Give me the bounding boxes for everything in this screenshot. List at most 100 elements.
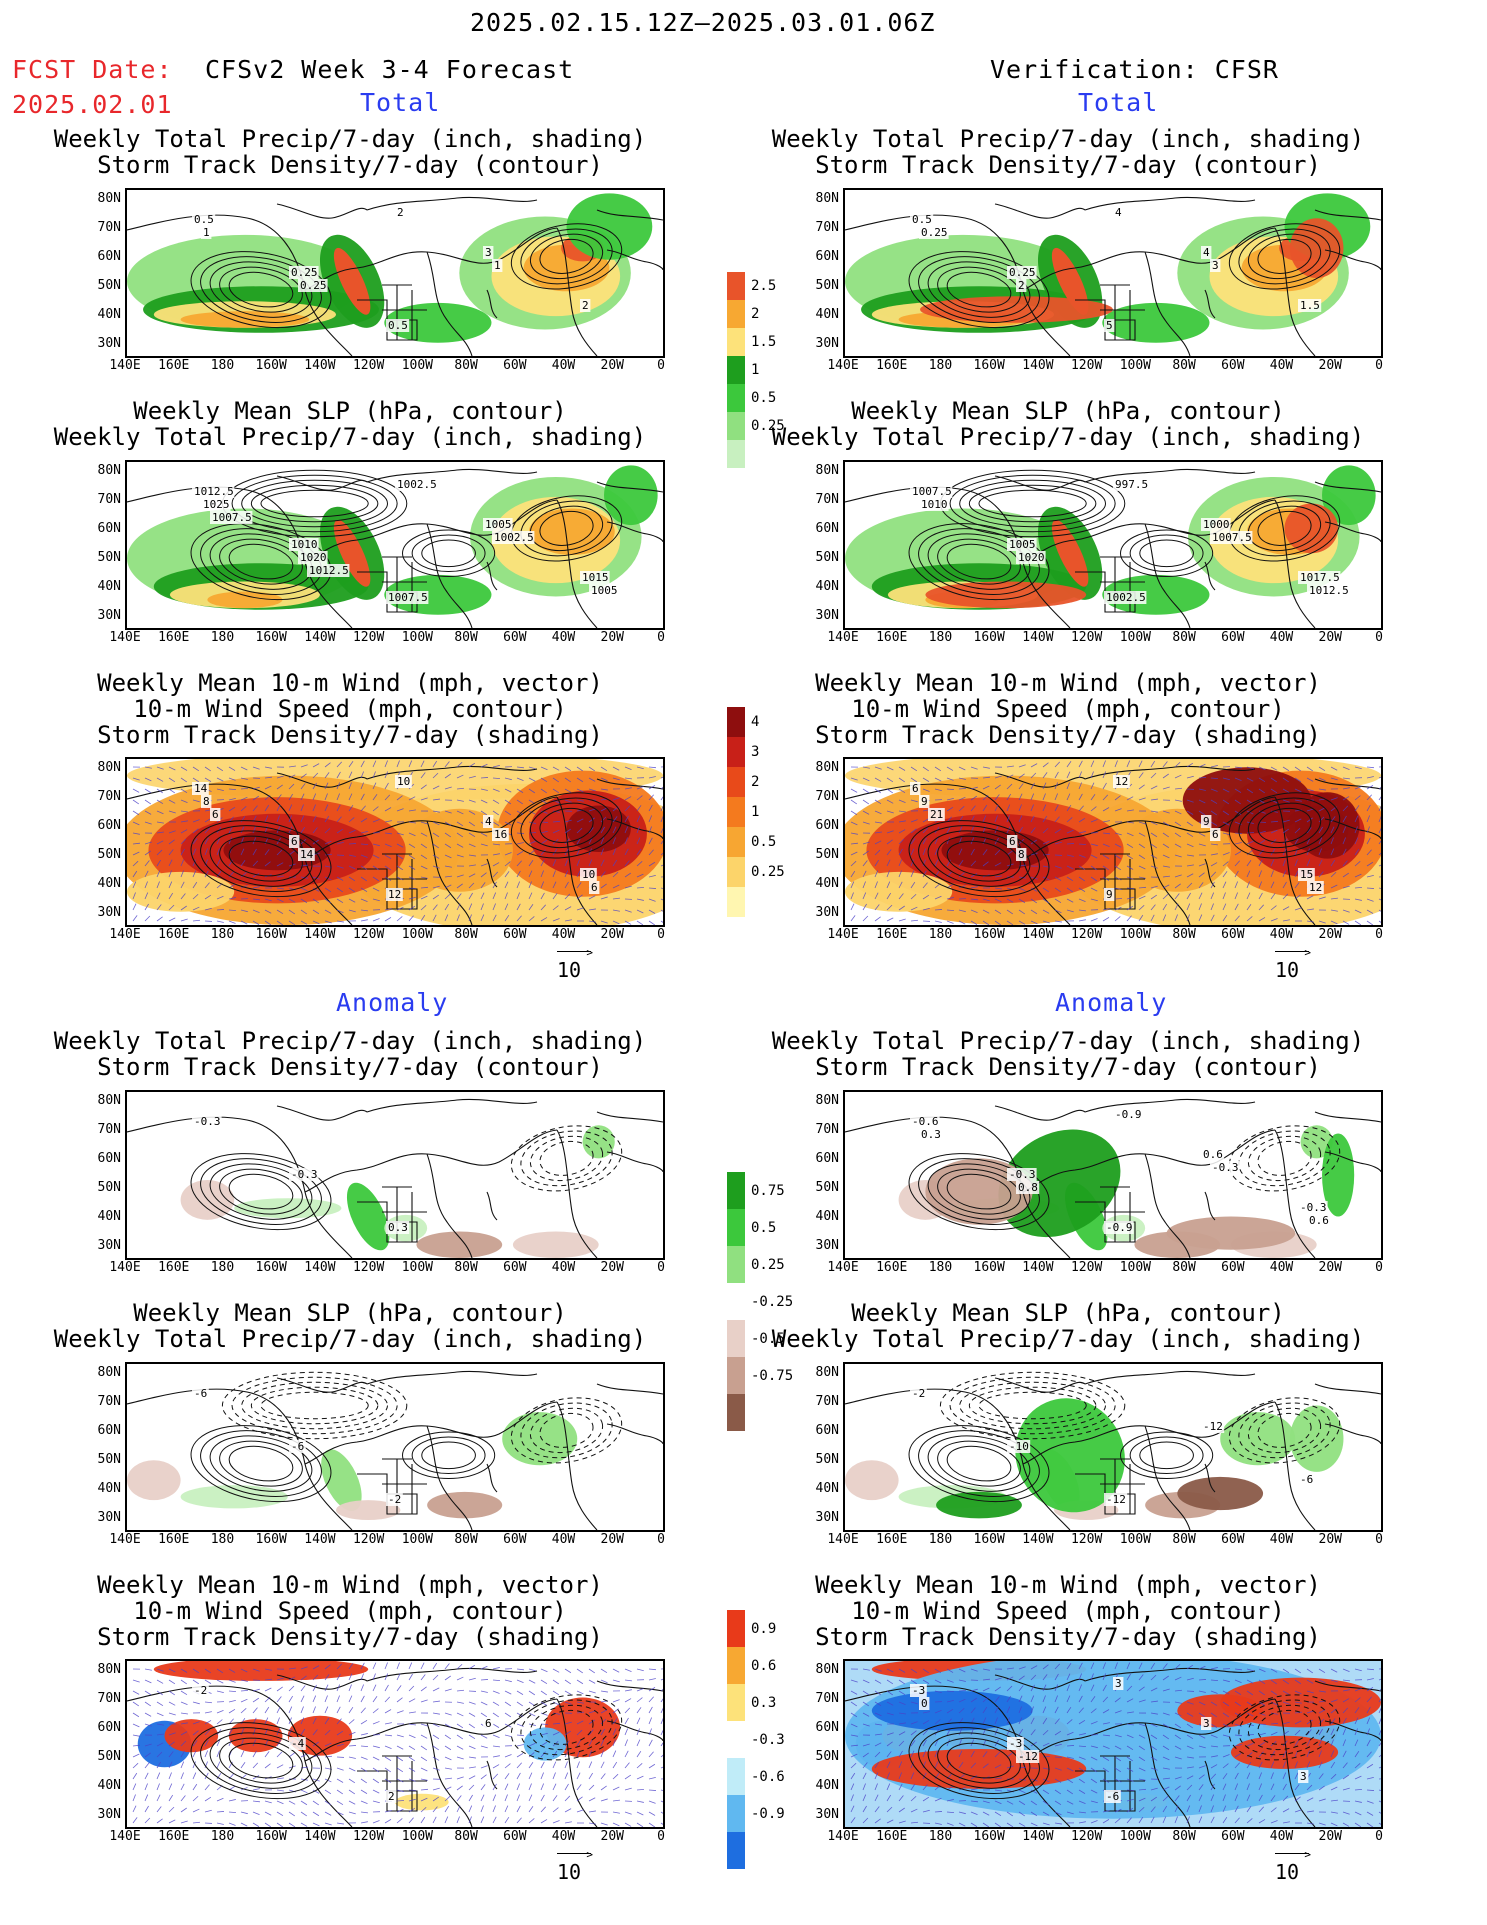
colorbar-segment (727, 767, 745, 797)
panel-title-3-right-line-3: Storm Track Density/7-day (shading) (815, 721, 1321, 749)
lat-label-70n: 70N (815, 492, 839, 507)
map-panel-1-left: 0.5 0.25 0.5 3 2 1 0.25 2 1 (125, 188, 665, 358)
lon-label-140w: 140W (304, 1829, 336, 1844)
lat-label-30n: 30N (97, 1510, 121, 1525)
lon-label-120w: 120W (352, 927, 385, 942)
lat-label-60n: 60N (815, 818, 839, 833)
lon-label-20w: 20W (600, 1260, 624, 1275)
lat-label-40n: 40N (97, 1481, 121, 1496)
contour-set (510, 1125, 623, 1192)
panel-title-5-left-line-1: Weekly Mean SLP (hPa, contour) (133, 1299, 567, 1327)
colorbar-storm-anom-label: 0.9 (751, 1620, 777, 1637)
contour-set (1120, 529, 1214, 578)
lon-label-180: 180 (928, 1829, 953, 1844)
colorbar-storm-anom (727, 1610, 745, 1869)
lon-label-20w: 20W (600, 630, 624, 645)
lat-label-40n: 40N (97, 579, 121, 594)
lon-label-40w: 40W (1269, 630, 1294, 645)
lat-label-50n: 50N (97, 1180, 121, 1195)
lat-label-40n: 40N (97, 1209, 121, 1224)
panel-title-1-right-line-1: Weekly Total Precip/7-day (inch, shading… (771, 125, 1365, 153)
contour-label: 9 (921, 795, 928, 808)
lon-label-140e: 140E (109, 1532, 141, 1547)
lon-label-80w: 80W (454, 630, 478, 645)
contour-label: 1005 (591, 584, 618, 597)
contour-labels: 1012.510101007.510051015102510201002.510… (192, 478, 619, 604)
colorbar-precip-total-label: 2 (751, 306, 760, 322)
contour-set (402, 529, 496, 578)
contour-set (190, 820, 332, 898)
contour-label: 0.5 (194, 213, 214, 226)
contour-label: 5 (1106, 319, 1113, 332)
lon-label-140w: 140W (1022, 1532, 1054, 1547)
contour-label: -6 (291, 1440, 304, 1453)
lon-label-120w: 120W (352, 358, 385, 373)
lon-label-140e: 140E (827, 927, 859, 942)
contour-set (908, 523, 1050, 601)
reference-magnitude: 10 (557, 1860, 582, 1884)
panel-title-6-right-line-3: Storm Track Density/7-day (shading) (815, 1623, 1321, 1651)
vector-reference-6-right: >10 (1275, 1848, 1311, 1884)
coastline-layer (845, 1370, 1381, 1530)
lat-label-50n: 50N (97, 278, 121, 293)
lon-label-100w: 100W (1119, 1532, 1152, 1547)
wind-vector-layer (132, 1662, 663, 1827)
lon-label-160w: 160W (973, 1532, 1005, 1547)
lon-label-80w: 80W (1172, 927, 1196, 942)
colorbar-segment (727, 356, 745, 384)
section-anomaly-left: Anomaly (336, 988, 449, 1017)
reference-arrow-icon: > (1275, 1848, 1311, 1861)
lon-label-20w: 20W (1318, 1532, 1342, 1547)
contour-label: 6 (1009, 835, 1016, 848)
lat-label-50n: 50N (815, 278, 839, 293)
lon-label-0: 0 (657, 927, 665, 942)
contour-label: 4 (485, 815, 492, 828)
lat-label-70n: 70N (815, 1691, 839, 1706)
vector-reference-6-left: >10 (557, 1848, 593, 1884)
section-total-left: Total (360, 88, 441, 117)
coastline-layer (845, 468, 1381, 628)
lon-label-160w: 160W (255, 630, 287, 645)
lon-label-60w: 60W (503, 358, 527, 373)
colorbar-precip-anom-label: -0.25 (751, 1293, 794, 1310)
contour-label: 1010 (291, 538, 318, 551)
coastline-layer (127, 765, 663, 925)
lon-label-100w: 100W (401, 927, 434, 942)
lon-label-100w: 100W (1119, 1829, 1152, 1844)
lon-label-0: 0 (1375, 358, 1383, 373)
panel-title-4-left-line-1: Weekly Total Precip/7-day (inch, shading… (53, 1027, 647, 1055)
coastline-layer (127, 1667, 663, 1827)
panel-title-2-left-line-2: Weekly Total Precip/7-day (inch, shading… (53, 423, 647, 451)
contour-label: 1.5 (1300, 299, 1320, 312)
coastline-layer (845, 1098, 1381, 1258)
lon-label-40w: 40W (551, 1829, 576, 1844)
colorbar-precip-total-label: 0.5 (751, 390, 777, 406)
map-panel-4-left: -0.3 -0.3 0.3 (125, 1090, 665, 1260)
colorbar-storm-anom-label: 0.6 (751, 1657, 777, 1674)
contour-label: 6 (291, 835, 298, 848)
contour-label: 1 (203, 226, 210, 239)
lon-label-80w: 80W (1172, 1260, 1196, 1275)
coastline-layer (127, 1370, 663, 1530)
contour-label: 1007.5 (212, 511, 252, 524)
lon-label-160e: 160E (158, 630, 190, 645)
lat-label-50n: 50N (97, 550, 121, 565)
colorbar-precip-anom-label: 0.5 (751, 1219, 777, 1236)
colorbar-segment (727, 707, 745, 737)
contour-label: 1000 (1203, 518, 1230, 531)
lon-label-140e: 140E (109, 1829, 141, 1844)
lon-label-80w: 80W (1172, 1829, 1196, 1844)
contour-set (908, 1153, 1050, 1231)
lat-label-50n: 50N (815, 847, 839, 862)
lon-label-140e: 140E (827, 358, 859, 373)
lon-label-20w: 20W (1318, 1260, 1342, 1275)
lat-label-70n: 70N (97, 492, 121, 507)
colorbar-storm-total-label: 2 (751, 774, 760, 790)
lon-label-80w: 80W (1172, 1532, 1196, 1547)
lon-label-140e: 140E (109, 358, 141, 373)
lon-label-140w: 140W (1022, 630, 1054, 645)
lat-label-30n: 30N (97, 905, 121, 920)
contour-label: 0.25 (921, 226, 948, 239)
lon-label-80w: 80W (454, 1532, 478, 1547)
